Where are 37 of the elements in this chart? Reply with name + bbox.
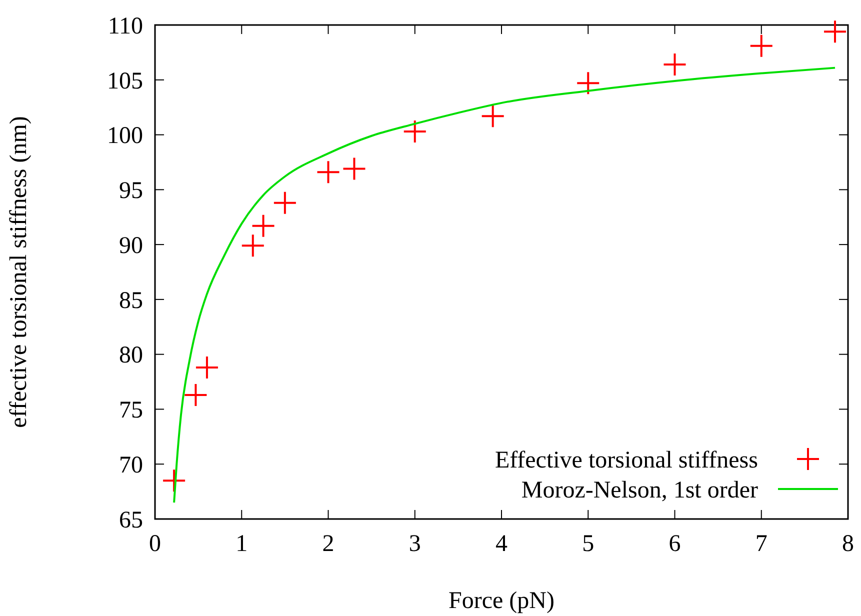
x-tick-label: 1	[236, 531, 248, 557]
point	[242, 234, 264, 257]
y-tick-label: 90	[119, 232, 143, 259]
point	[184, 384, 207, 406]
y-tick-label: 65	[119, 507, 143, 534]
y-axis-title: effective torsional stiffness (nm)	[6, 116, 32, 428]
point	[252, 214, 274, 237]
legend-label: Effective torsional stiffness	[494, 447, 758, 474]
y-tick-label: 85	[119, 288, 143, 314]
x-tick-label: 6	[668, 531, 681, 557]
y-tick-label: 95	[119, 178, 143, 204]
x-tick-label: 3	[408, 531, 421, 557]
x-tick-label: 4	[496, 531, 508, 557]
x-tick-label: 5	[582, 531, 594, 557]
y-tick-label: 100	[107, 123, 143, 150]
point	[577, 72, 600, 94]
point	[824, 20, 846, 43]
point	[317, 161, 340, 184]
x-axis-title: Force (pN)	[448, 588, 554, 614]
line-series	[173, 66, 836, 504]
legend-label: Moroz-Nelson, 1st order	[521, 477, 758, 504]
y-tick-label: 80	[119, 342, 143, 369]
x-tick-label: 0	[149, 531, 161, 557]
y-tick-label: 105	[107, 68, 143, 94]
point	[482, 105, 504, 128]
point	[274, 192, 296, 214]
y-tick-label: 70	[119, 452, 143, 479]
x-tick-label: 2	[322, 531, 334, 557]
y-tick-label: 75	[119, 398, 143, 424]
point	[343, 158, 366, 180]
point	[404, 120, 426, 142]
point	[750, 34, 772, 57]
x-tick-label: 8	[842, 531, 854, 557]
point	[196, 356, 218, 379]
y-tick-label: 110	[108, 13, 143, 40]
point	[664, 54, 686, 76]
x-tick-label: 7	[755, 531, 768, 557]
